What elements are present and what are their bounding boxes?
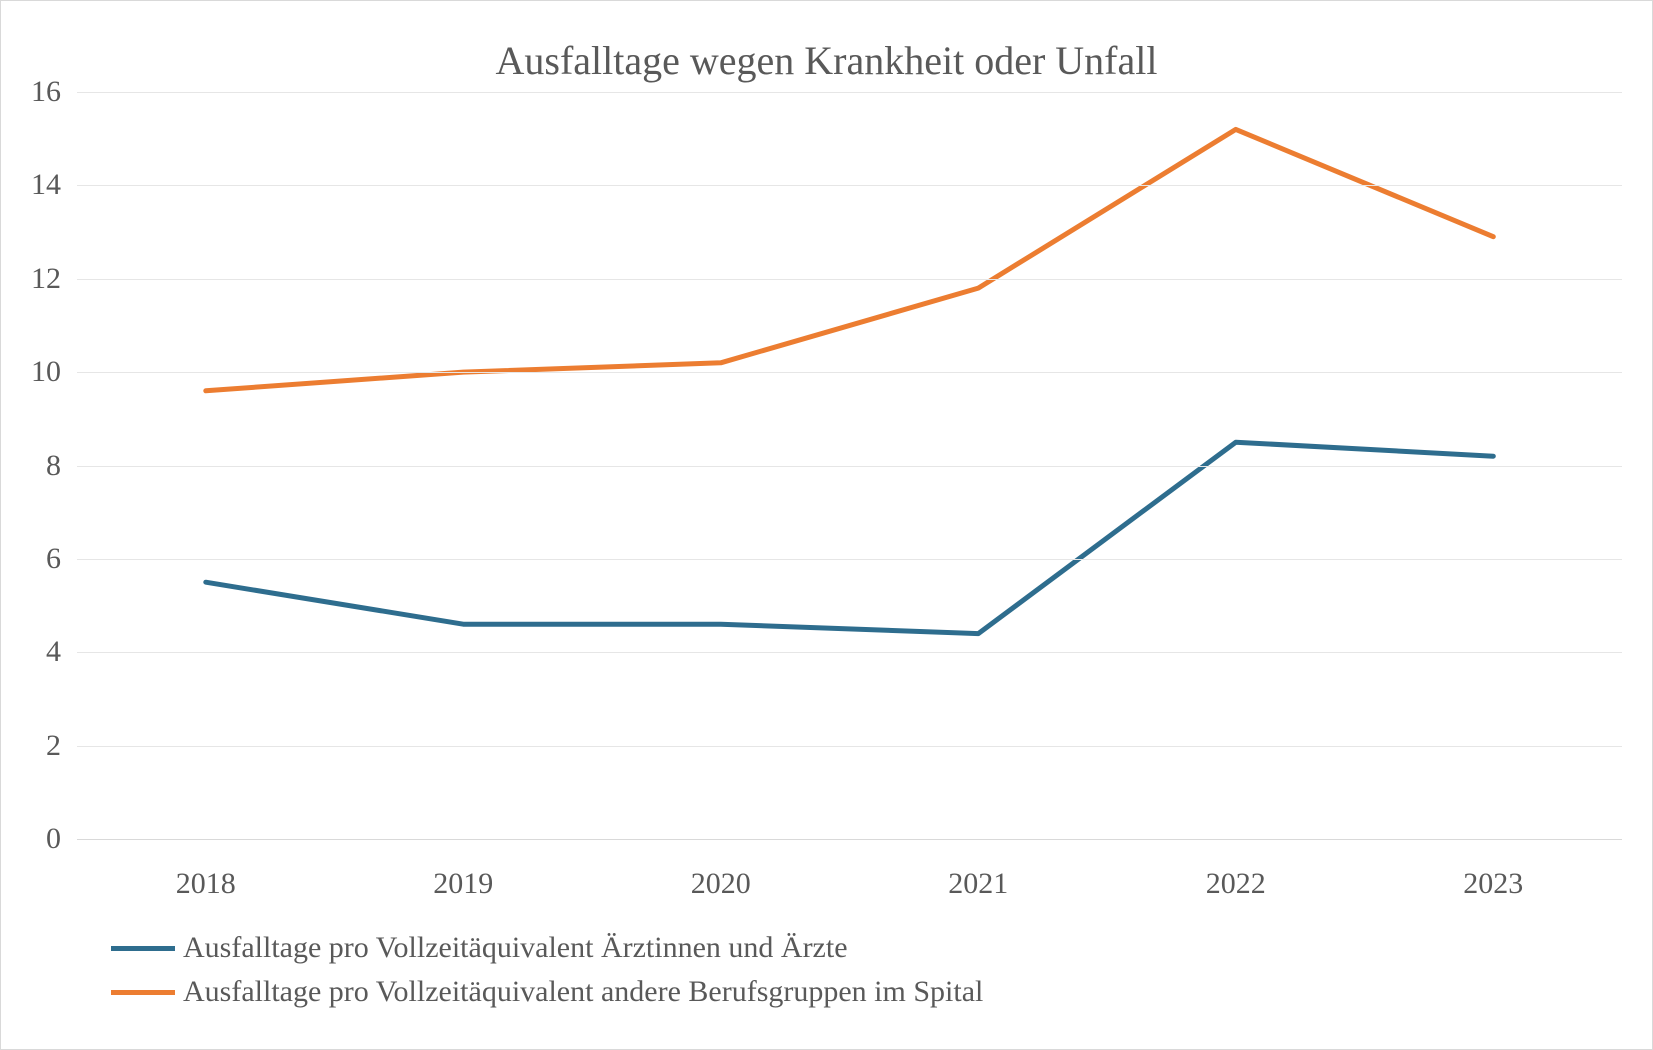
legend-label: Ausfalltage pro Vollzeitäquivalent ander… [183,975,983,1009]
legend-label: Ausfalltage pro Vollzeitäquivalent Ärzti… [183,931,848,965]
legend-item-1: Ausfalltage pro Vollzeitäquivalent ander… [111,975,1622,1009]
legend-swatch [111,990,175,995]
x-tick-label: 2022 [1107,867,1365,901]
legend: Ausfalltage pro Vollzeitäquivalent Ärzti… [31,921,1622,1019]
x-tick-label: 2020 [592,867,850,901]
x-tick-label: 2018 [77,867,335,901]
series-line-0 [206,442,1494,633]
plot-row: 1614121086420 [31,92,1622,839]
x-axis: 201820192020202120222023 [31,867,1622,901]
gridline [77,559,1622,560]
plot-area [77,92,1622,839]
gridline [77,279,1622,280]
chart-title: Ausfalltage wegen Krankheit oder Unfall [31,37,1622,84]
gridline [77,185,1622,186]
x-tick-label: 2019 [335,867,593,901]
chart-container: Ausfalltage wegen Krankheit oder Unfall … [0,0,1653,1050]
gridline [77,92,1622,93]
legend-item-0: Ausfalltage pro Vollzeitäquivalent Ärzti… [111,931,1622,965]
gridline [77,652,1622,653]
gridline [77,372,1622,373]
gridline [77,466,1622,467]
x-tick-label: 2021 [850,867,1108,901]
series-line-1 [206,129,1494,390]
legend-swatch [111,946,175,951]
gridline [77,746,1622,747]
x-tick-label: 2023 [1365,867,1623,901]
gridline [77,839,1622,840]
y-axis: 1614121086420 [31,92,77,839]
